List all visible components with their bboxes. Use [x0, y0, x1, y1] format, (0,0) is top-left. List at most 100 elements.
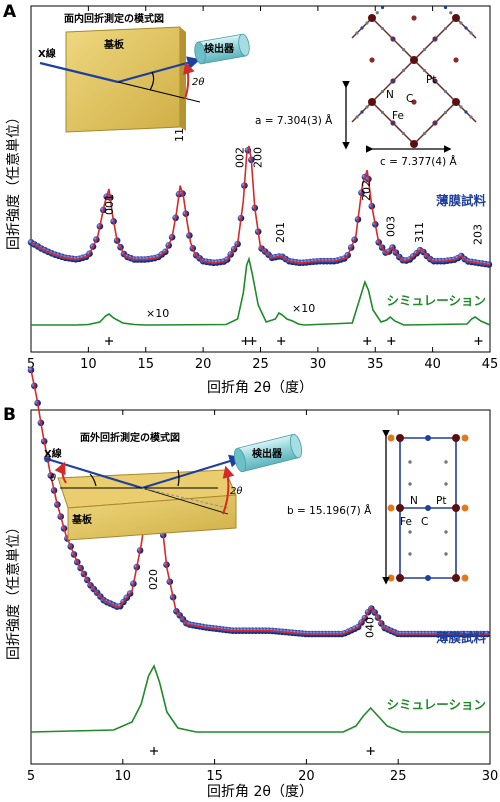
- peak-label: 020: [147, 569, 160, 590]
- incident-xray-beam: [39, 61, 119, 84]
- panel-a-two-theta-label: 2θ: [192, 77, 204, 88]
- iron-atom: [452, 504, 460, 512]
- ligand-atom: [433, 37, 437, 41]
- ligand-atom: [380, 89, 385, 94]
- metal-atom: [461, 574, 469, 582]
- x-tick-label: 10: [115, 769, 132, 784]
- ligand-atom: [433, 121, 437, 125]
- ligand-atom: [443, 26, 448, 31]
- fit-curve: [30, 145, 491, 266]
- iron-atom: [452, 14, 460, 22]
- theta-arc: [89, 473, 97, 487]
- lattice-a-label-pt: Pt: [426, 74, 436, 86]
- iron-atom: [452, 574, 460, 582]
- ligand-atom: [422, 131, 427, 136]
- nitrogen-atom: [425, 575, 431, 581]
- panel-b-detector-label: 検出器: [252, 447, 283, 460]
- two-theta-arrow: [183, 61, 195, 100]
- ligand-atom: [469, 115, 473, 119]
- ligand-atom: [408, 460, 412, 464]
- panel-b-substrate-label: 基板: [71, 513, 93, 526]
- lattice-b-label-n: N: [410, 495, 418, 507]
- detector-cylinder: [194, 33, 250, 65]
- platinum-atom: [369, 57, 375, 63]
- ligand-atom: [360, 26, 364, 30]
- x-tick-label: 20: [298, 769, 315, 784]
- beam-extension-line: [117, 81, 201, 103]
- peak-label: 201: [274, 222, 287, 243]
- ligand-atom: [380, 110, 385, 115]
- platinum-atom: [453, 57, 459, 63]
- ligand-atom: [443, 89, 448, 94]
- panel-b-y-axis-title: 回折強度（任意単位）: [5, 520, 22, 660]
- peak-label: 200: [251, 147, 264, 168]
- x-tick-label: 5: [27, 357, 35, 372]
- ligand-atom: [433, 79, 437, 83]
- ligand-atom: [408, 530, 412, 534]
- simulation-curve: [30, 664, 490, 733]
- panel-a: A 5 10 15 20 25 30 35 40 45 回折角 2θ（度） 回折強度（任意単位）…: [3, 2, 498, 396]
- x-tick-label: 35: [367, 357, 384, 372]
- panel-a-x-axis-title: 回折角 2θ（度）: [207, 380, 313, 396]
- panel-a-simulation-ticks: [105, 337, 483, 345]
- theta-rotation-arrow: [54, 461, 67, 484]
- ligand-atom: [365, 21, 369, 25]
- peak-label: 202: [360, 180, 373, 201]
- ligand-atom: [391, 121, 395, 125]
- panel-a-substrate-label: 基板: [103, 38, 125, 51]
- ligand-atom: [444, 530, 448, 534]
- ligand-atom: [401, 68, 406, 73]
- lattice-a-label-n: N: [386, 89, 394, 101]
- panel-b-x-axis-title: 回折角 2θ（度）: [207, 784, 313, 800]
- nitrogen-atom: [425, 435, 431, 441]
- panel-b-data: [27, 366, 491, 733]
- ligand-atom: [408, 482, 412, 486]
- two-theta-arrow-b: [222, 465, 235, 515]
- ligand-atom: [408, 552, 412, 556]
- panel-b-peak-labels: 020 040: [147, 569, 377, 638]
- panel-b-legend-sample: 薄膜試料: [436, 630, 487, 645]
- x-tick-label: 20: [195, 357, 212, 372]
- x-tick-label: 10: [80, 357, 97, 372]
- panel-a-legend-simulation: シミュレーション: [386, 293, 486, 308]
- panel-b: B 5 10 15 20 25 30 回折角 2θ（度） 回折強度（任意単位） 020 04…: [3, 366, 498, 800]
- ligand-atom: [401, 47, 406, 52]
- ligand-atom: [380, 5, 385, 10]
- x-tick-label: 30: [482, 769, 499, 784]
- ligand-atom: [449, 11, 453, 15]
- lattice-b-label-c: C: [421, 516, 428, 528]
- lattice-param-b: b = 15.196(7) Å: [287, 504, 372, 517]
- ligand-atom: [391, 37, 395, 41]
- peak-label: 002: [234, 147, 247, 168]
- panel-b-xray-label: X線: [44, 447, 62, 460]
- panel-a-letter: A: [3, 2, 17, 22]
- ligand-atom: [444, 552, 448, 556]
- ligand-atom: [444, 482, 448, 486]
- panel-b-x-axis: 5 10 15 20 25 30: [27, 410, 498, 784]
- ligand-atom: [469, 31, 473, 35]
- lattice-a-label-c: C: [406, 93, 413, 105]
- ligand-atom: [365, 105, 369, 109]
- ligand-atom: [360, 110, 364, 114]
- panel-a-x-axis: 5 10 15 20 25 30 35 40 45: [27, 6, 498, 372]
- iron-atom: [410, 140, 418, 148]
- panel-a-y-axis-title: 回折強度（任意単位）: [5, 110, 22, 250]
- ligand-atom: [422, 68, 427, 73]
- peak-label: 311: [413, 222, 426, 243]
- panel-a-schematic: 面内回折測定の模式図 基板 2θ X線 検出器: [38, 12, 250, 133]
- ligand-atom: [443, 5, 448, 10]
- peak-label: 203: [472, 224, 485, 245]
- detector-cylinder-b: [233, 433, 303, 473]
- panel-b-letter: B: [3, 405, 16, 425]
- ligand-atom: [464, 26, 468, 30]
- ligand-atom: [355, 115, 359, 119]
- ligand-atom: [443, 110, 448, 115]
- iron-atom: [368, 14, 376, 22]
- ligand-atom: [375, 11, 379, 15]
- x-tick-label: 5: [27, 769, 35, 784]
- x-tick-label: 45: [482, 357, 499, 372]
- iron-atom: [368, 98, 376, 106]
- angle-arc-black: [149, 71, 155, 91]
- panel-a-lattice-diagram: Pt N C Fe a = 7.304(3) Å c = 7.377(4) Å: [255, 5, 477, 168]
